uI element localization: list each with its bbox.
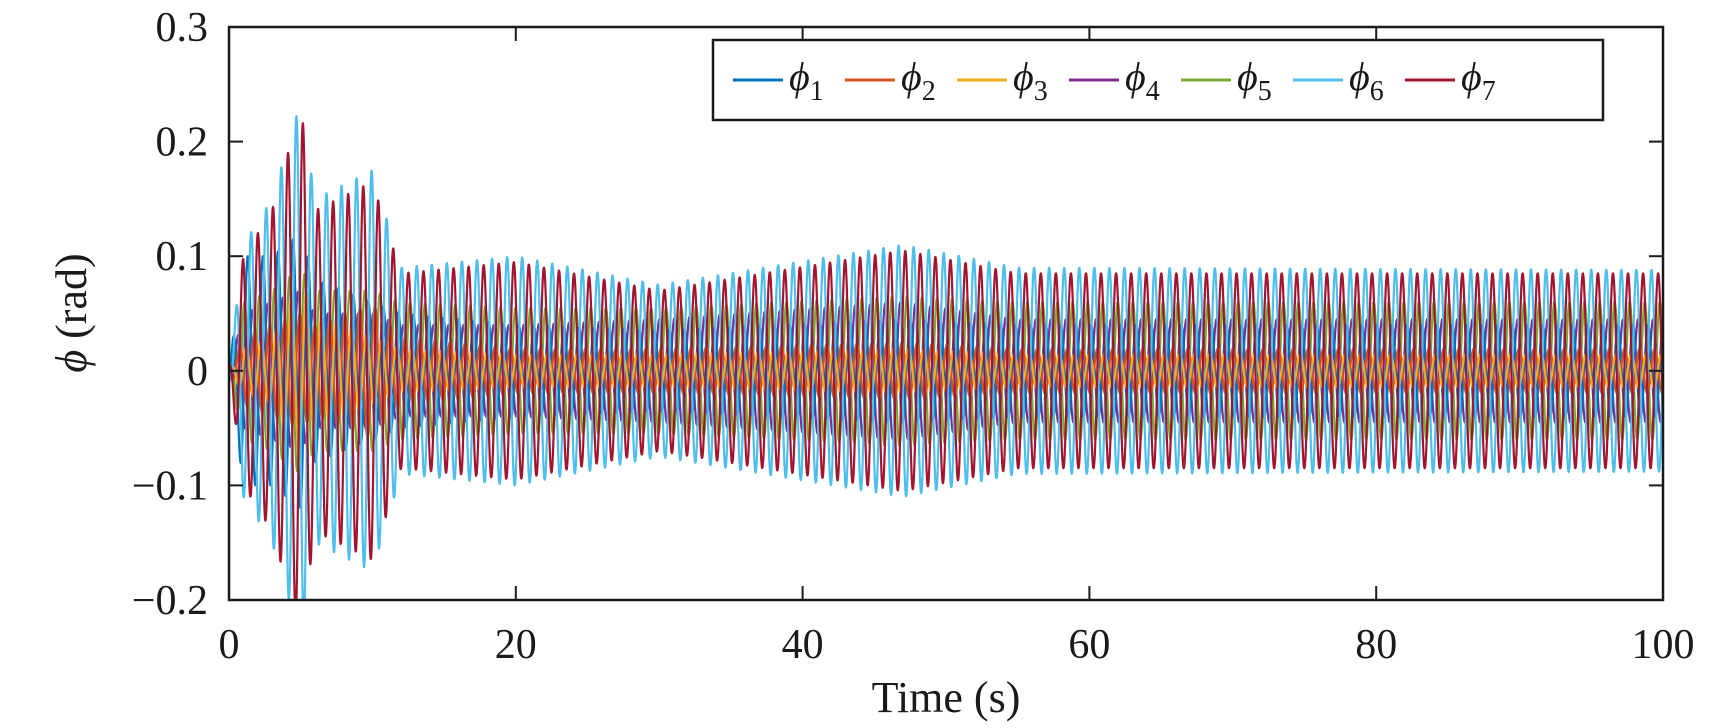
x-tick-label: 0 [219, 622, 240, 668]
y-tick-label: 0.3 [156, 5, 209, 51]
ticks-layer [228, 26, 1664, 601]
x-tick-label: 60 [1068, 622, 1110, 668]
x-tick-label: 40 [782, 622, 824, 668]
legend-entry-phi-1: ϕ1 [789, 54, 824, 107]
y-tick-label: −0.2 [132, 578, 208, 624]
legend-entry-phi-2: ϕ2 [901, 54, 936, 107]
y-tick-label: 0 [187, 349, 208, 395]
plot-frame [227, 25, 1665, 602]
legend-entry-phi-5: ϕ5 [1237, 54, 1272, 107]
y-tick-labels: −0.2 −0.1 0 0.1 0.2 0.3 [132, 5, 208, 624]
series-line-phi-6 [229, 115, 1663, 600]
legend-entry-phi-7: ϕ7 [1461, 54, 1496, 107]
y-tick-label: −0.1 [132, 463, 208, 509]
series-layer [229, 115, 1663, 600]
x-tick-label: 100 [1632, 622, 1695, 668]
legend-entry-phi-6: ϕ6 [1349, 54, 1384, 107]
legend-entry-phi-4: ϕ4 [1125, 54, 1160, 107]
legend: ϕ1 ϕ2 ϕ3 ϕ4 ϕ5 ϕ6 ϕ7 [711, 38, 1605, 122]
y-tick-label: 0.2 [156, 120, 209, 166]
x-tick-label: 20 [495, 622, 537, 668]
y-axis-label-unit: (rad) [47, 253, 96, 350]
y-axis-label-symbol: ϕ [47, 350, 96, 373]
legend-items: ϕ1 ϕ2 ϕ3 ϕ4 ϕ5 ϕ6 ϕ7 [733, 54, 1496, 107]
series-line-phi-7 [229, 122, 1663, 600]
y-tick-label: 0.1 [156, 234, 209, 280]
x-axis-label: Time (s) [872, 673, 1021, 722]
y-axis-label: ϕ (rad) [47, 253, 96, 372]
legend-entry-phi-3: ϕ3 [1013, 54, 1048, 107]
x-tick-label: 80 [1355, 622, 1397, 668]
x-tick-labels: 0 20 40 60 80 100 [219, 622, 1695, 668]
